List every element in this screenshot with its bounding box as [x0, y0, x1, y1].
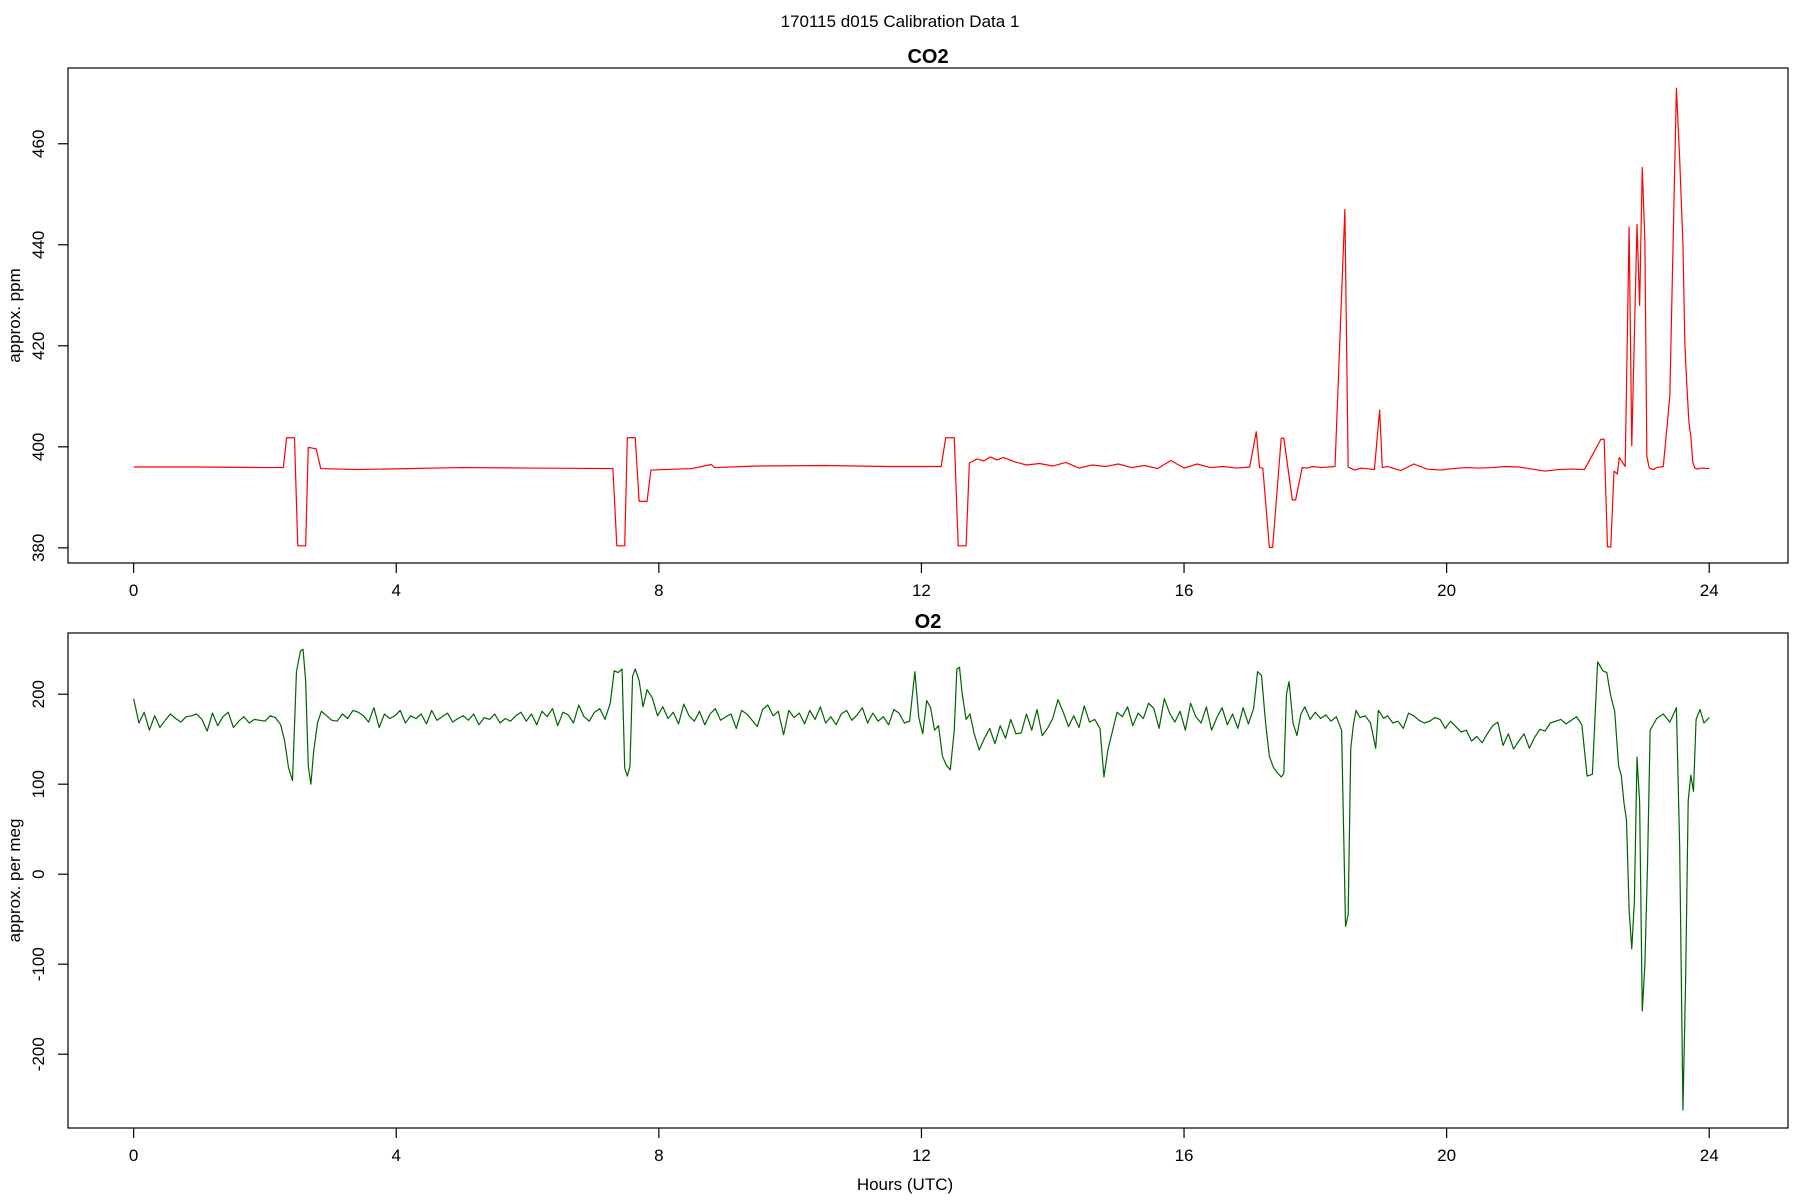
co2-x-tick-label: 24	[1700, 581, 1719, 600]
o2-y-tick-label: -100	[29, 947, 48, 981]
o2-x-tick-label: 4	[392, 1146, 401, 1165]
co2-y-axis-label: approx. ppm	[5, 268, 24, 363]
o2-y-axis-label: approx. per meg	[5, 819, 24, 943]
o2-y-tick-label: 0	[29, 869, 48, 878]
co2-x-tick-label: 4	[392, 581, 401, 600]
o2-y-tick-label: 100	[29, 770, 48, 798]
co2-x-tick-label: 16	[1175, 581, 1194, 600]
co2-x-tick-label: 12	[912, 581, 931, 600]
o2-panel: O2 0 4 8 12 16 20 24 -200 -100 0 100 200 approx. per …	[5, 611, 1789, 1165]
co2-plot-frame	[67, 67, 1789, 564]
o2-panel-title: O2	[915, 611, 942, 633]
o2-x-tick-label: 16	[1175, 1146, 1194, 1165]
o2-x-tick-label: 20	[1437, 1146, 1456, 1165]
o2-x-tick-label: 24	[1700, 1146, 1719, 1165]
o2-y-tick-label: -200	[29, 1037, 48, 1071]
o2-y-tick-label: 200	[29, 680, 48, 708]
co2-y-tick-label: 420	[29, 332, 48, 360]
co2-x-tick-label: 0	[129, 581, 138, 600]
co2-panel-title: CO2	[907, 46, 948, 68]
o2-x-tick-label: 0	[129, 1146, 138, 1165]
o2-series-line	[133, 648, 1710, 1111]
co2-x-tick-label: 8	[654, 581, 663, 600]
o2-x-tick-label: 12	[912, 1146, 931, 1165]
o2-x-tick-label: 8	[654, 1146, 663, 1165]
co2-y-tick-label: 460	[29, 130, 48, 158]
co2-panel: CO2 0 4 8 12 16 20 24 380 400 420 440 460 approx. ppm	[5, 46, 1789, 600]
co2-y-tick-label: 400	[29, 433, 48, 461]
figure-title: 170115 d015 Calibration Data 1	[781, 12, 1020, 31]
figure-x-axis-label: Hours (UTC)	[857, 1175, 953, 1194]
co2-series-line	[133, 87, 1710, 548]
co2-y-tick-label: 380	[29, 534, 48, 562]
o2-plot-frame	[67, 632, 1789, 1129]
co2-x-tick-label: 20	[1437, 581, 1456, 600]
co2-y-tick-label: 440	[29, 231, 48, 259]
